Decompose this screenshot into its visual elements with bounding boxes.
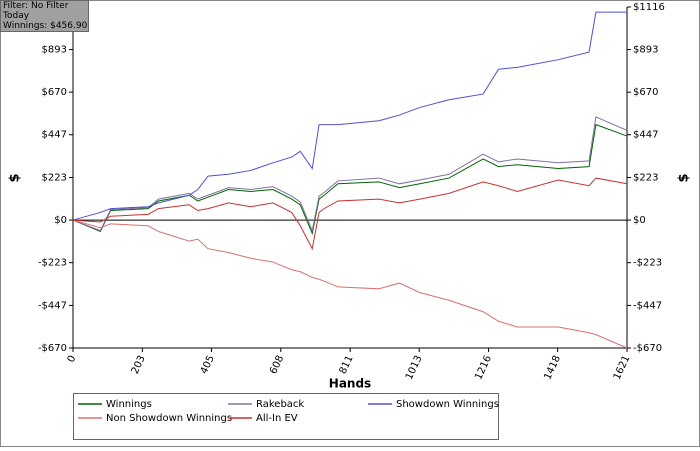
series-line [72, 219, 628, 349]
y2-tick-label: $1116 [633, 2, 665, 13]
legend [73, 393, 499, 440]
y-tick-label: $447 [42, 130, 67, 141]
y-tick-label: $670 [42, 87, 67, 98]
filter-text: Filter: No Filter [3, 1, 69, 11]
legend-label: Non Showdown Winnings [106, 413, 232, 424]
legend-label: Winnings [106, 399, 152, 410]
winnings-text: Winnings: $456.90 [3, 21, 88, 31]
y-axis-title: $ [8, 173, 23, 182]
y-tick-label: -$447 [38, 300, 67, 311]
series-line [72, 123, 628, 236]
series-line [72, 177, 628, 251]
y-tick-label: $223 [42, 173, 67, 184]
series-line [72, 116, 628, 233]
y-tick-label: $0 [54, 215, 67, 226]
period-text: Today [3, 11, 30, 21]
y-tick-label: -$670 [38, 343, 67, 354]
y2-tick-label: -$223 [633, 258, 662, 269]
y2-tick-label: $0 [633, 215, 646, 226]
y-tick-label: -$223 [38, 258, 67, 269]
info-box: Filter: No Filter Today Winnings: $456.9… [0, 0, 89, 32]
y-tick-label: $893 [42, 45, 67, 56]
y2-tick-label: -$670 [633, 343, 662, 354]
x-tick-label: 0 [66, 354, 79, 364]
x-axis-title: Hands [329, 377, 371, 391]
legend-label: Showdown Winnings [396, 399, 499, 410]
y2-tick-label: $223 [633, 173, 658, 184]
series-line [72, 11, 627, 221]
y2-tick-label: $447 [633, 130, 658, 141]
legend-label: All-In EV [256, 413, 298, 424]
y2-tick-label: $893 [633, 45, 658, 56]
y2-tick-label: -$447 [633, 300, 662, 311]
legend-label: Rakeback [256, 399, 304, 410]
y2-tick-label: $670 [633, 87, 658, 98]
y2-axis-title: $ [677, 173, 692, 182]
